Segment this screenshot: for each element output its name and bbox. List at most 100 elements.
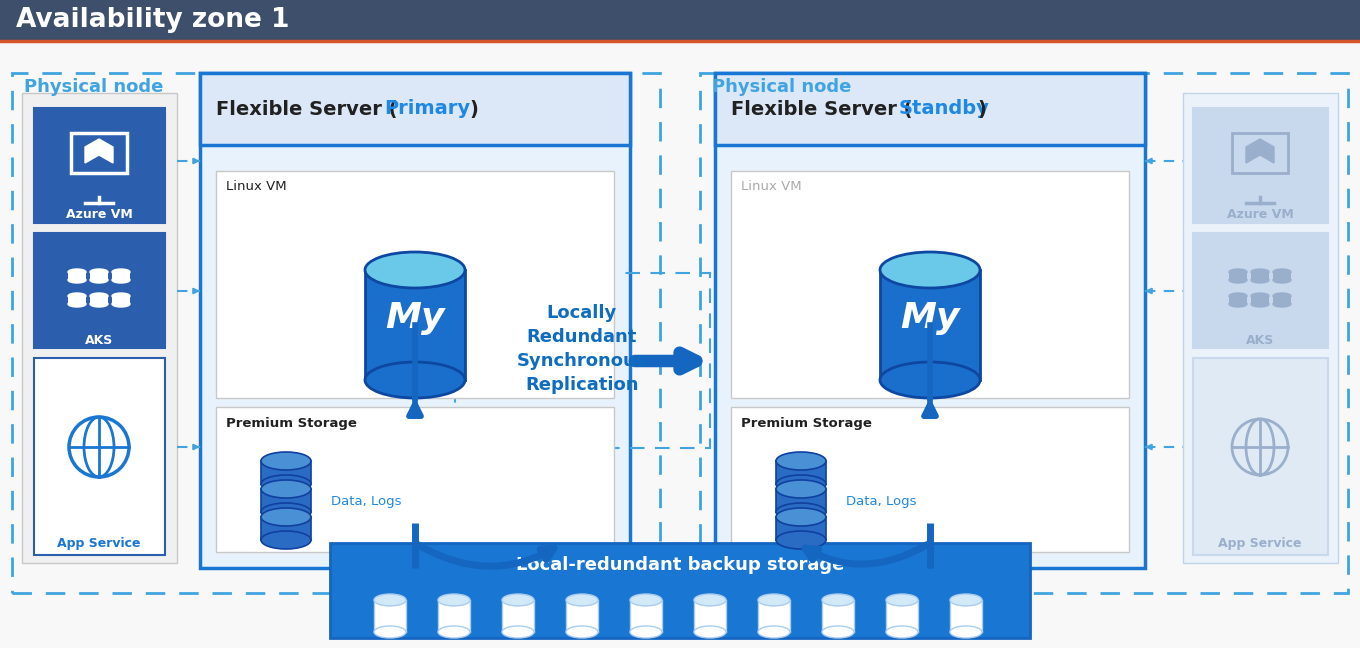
Ellipse shape bbox=[68, 269, 86, 275]
Polygon shape bbox=[261, 461, 311, 484]
Bar bbox=[732, 171, 1129, 398]
Text: Azure VM: Azure VM bbox=[65, 209, 132, 222]
Ellipse shape bbox=[694, 626, 726, 638]
Polygon shape bbox=[502, 600, 534, 632]
Ellipse shape bbox=[68, 293, 86, 299]
Bar bbox=[34, 358, 165, 555]
Ellipse shape bbox=[880, 362, 981, 398]
Ellipse shape bbox=[821, 594, 854, 606]
Polygon shape bbox=[261, 489, 311, 512]
Ellipse shape bbox=[364, 362, 465, 398]
Text: ): ) bbox=[976, 100, 986, 119]
Polygon shape bbox=[364, 270, 465, 380]
Ellipse shape bbox=[90, 269, 107, 275]
Polygon shape bbox=[1229, 296, 1247, 304]
Text: ): ) bbox=[469, 100, 477, 119]
Ellipse shape bbox=[90, 293, 107, 299]
Bar bbox=[12, 73, 660, 593]
Polygon shape bbox=[1251, 272, 1269, 280]
Ellipse shape bbox=[261, 480, 311, 498]
Polygon shape bbox=[630, 600, 662, 632]
Ellipse shape bbox=[777, 452, 826, 470]
Ellipse shape bbox=[821, 626, 854, 638]
Bar bbox=[22, 93, 177, 563]
Text: Flexible Server (: Flexible Server ( bbox=[732, 100, 913, 119]
Polygon shape bbox=[68, 272, 86, 280]
Ellipse shape bbox=[1273, 293, 1291, 299]
Bar bbox=[1193, 108, 1327, 223]
Ellipse shape bbox=[1251, 301, 1269, 307]
Polygon shape bbox=[68, 296, 86, 304]
Polygon shape bbox=[777, 517, 826, 540]
Text: Physical node: Physical node bbox=[24, 78, 163, 96]
Ellipse shape bbox=[1273, 269, 1291, 275]
Ellipse shape bbox=[777, 475, 826, 493]
Text: Data, Logs: Data, Logs bbox=[330, 496, 401, 509]
Text: Locally: Locally bbox=[547, 304, 617, 322]
Ellipse shape bbox=[90, 301, 107, 307]
Bar bbox=[715, 73, 1145, 145]
Text: Linux VM: Linux VM bbox=[226, 181, 287, 194]
Polygon shape bbox=[374, 600, 407, 632]
Ellipse shape bbox=[885, 626, 918, 638]
Ellipse shape bbox=[1273, 301, 1291, 307]
Text: Local-redundant backup storage: Local-redundant backup storage bbox=[515, 556, 845, 574]
Bar bbox=[1193, 233, 1327, 348]
Text: Premium Storage: Premium Storage bbox=[226, 417, 356, 430]
Ellipse shape bbox=[1251, 277, 1269, 283]
Ellipse shape bbox=[502, 594, 534, 606]
Text: Redundant: Redundant bbox=[526, 328, 638, 346]
Polygon shape bbox=[777, 489, 826, 512]
Bar bbox=[700, 73, 1348, 593]
Bar bbox=[34, 108, 165, 223]
Bar bbox=[200, 73, 630, 145]
Bar bbox=[71, 133, 126, 173]
Text: Synchronous: Synchronous bbox=[517, 352, 647, 370]
Ellipse shape bbox=[777, 503, 826, 521]
Polygon shape bbox=[880, 270, 981, 380]
Ellipse shape bbox=[261, 508, 311, 526]
Text: My: My bbox=[385, 301, 445, 335]
Bar bbox=[1193, 358, 1327, 555]
Text: Azure VM: Azure VM bbox=[1227, 209, 1293, 222]
Ellipse shape bbox=[112, 277, 131, 283]
Ellipse shape bbox=[694, 594, 726, 606]
Polygon shape bbox=[1273, 296, 1291, 304]
Polygon shape bbox=[90, 296, 107, 304]
Polygon shape bbox=[758, 600, 790, 632]
Polygon shape bbox=[1229, 272, 1247, 280]
Bar bbox=[330, 543, 1030, 638]
Text: Replication: Replication bbox=[525, 376, 639, 394]
Ellipse shape bbox=[566, 626, 598, 638]
Bar bbox=[456, 273, 710, 448]
Bar bbox=[1183, 93, 1338, 563]
Ellipse shape bbox=[1229, 269, 1247, 275]
Text: App Service: App Service bbox=[1219, 537, 1302, 550]
Polygon shape bbox=[261, 517, 311, 540]
Ellipse shape bbox=[1251, 269, 1269, 275]
Ellipse shape bbox=[261, 503, 311, 521]
Bar bbox=[216, 171, 613, 398]
Ellipse shape bbox=[68, 301, 86, 307]
Text: Flexible Server (: Flexible Server ( bbox=[216, 100, 397, 119]
Polygon shape bbox=[438, 600, 471, 632]
Ellipse shape bbox=[1273, 277, 1291, 283]
Text: App Service: App Service bbox=[57, 537, 140, 550]
Bar bbox=[216, 407, 613, 552]
Polygon shape bbox=[90, 272, 107, 280]
Ellipse shape bbox=[758, 626, 790, 638]
Ellipse shape bbox=[1229, 277, 1247, 283]
Text: Linux VM: Linux VM bbox=[741, 181, 801, 194]
Polygon shape bbox=[777, 461, 826, 484]
Ellipse shape bbox=[112, 269, 131, 275]
Ellipse shape bbox=[630, 626, 662, 638]
Ellipse shape bbox=[885, 594, 918, 606]
Ellipse shape bbox=[1251, 293, 1269, 299]
Ellipse shape bbox=[777, 508, 826, 526]
Ellipse shape bbox=[261, 531, 311, 549]
Bar bbox=[0, 0, 1360, 40]
Ellipse shape bbox=[90, 277, 107, 283]
Bar bbox=[200, 73, 630, 568]
Polygon shape bbox=[1251, 296, 1269, 304]
Text: Availability zone 1: Availability zone 1 bbox=[16, 7, 290, 33]
